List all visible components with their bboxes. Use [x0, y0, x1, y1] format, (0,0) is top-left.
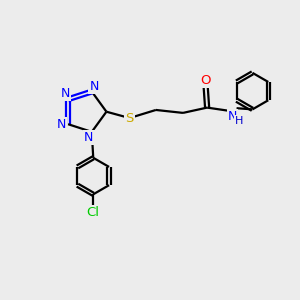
Text: N: N — [61, 88, 70, 100]
Text: N: N — [228, 110, 237, 123]
Text: O: O — [200, 74, 211, 87]
Text: N: N — [57, 118, 66, 131]
Text: N: N — [89, 80, 99, 93]
Text: Cl: Cl — [87, 206, 100, 219]
Text: N: N — [84, 131, 94, 144]
Text: S: S — [125, 112, 134, 125]
Text: H: H — [235, 116, 243, 126]
